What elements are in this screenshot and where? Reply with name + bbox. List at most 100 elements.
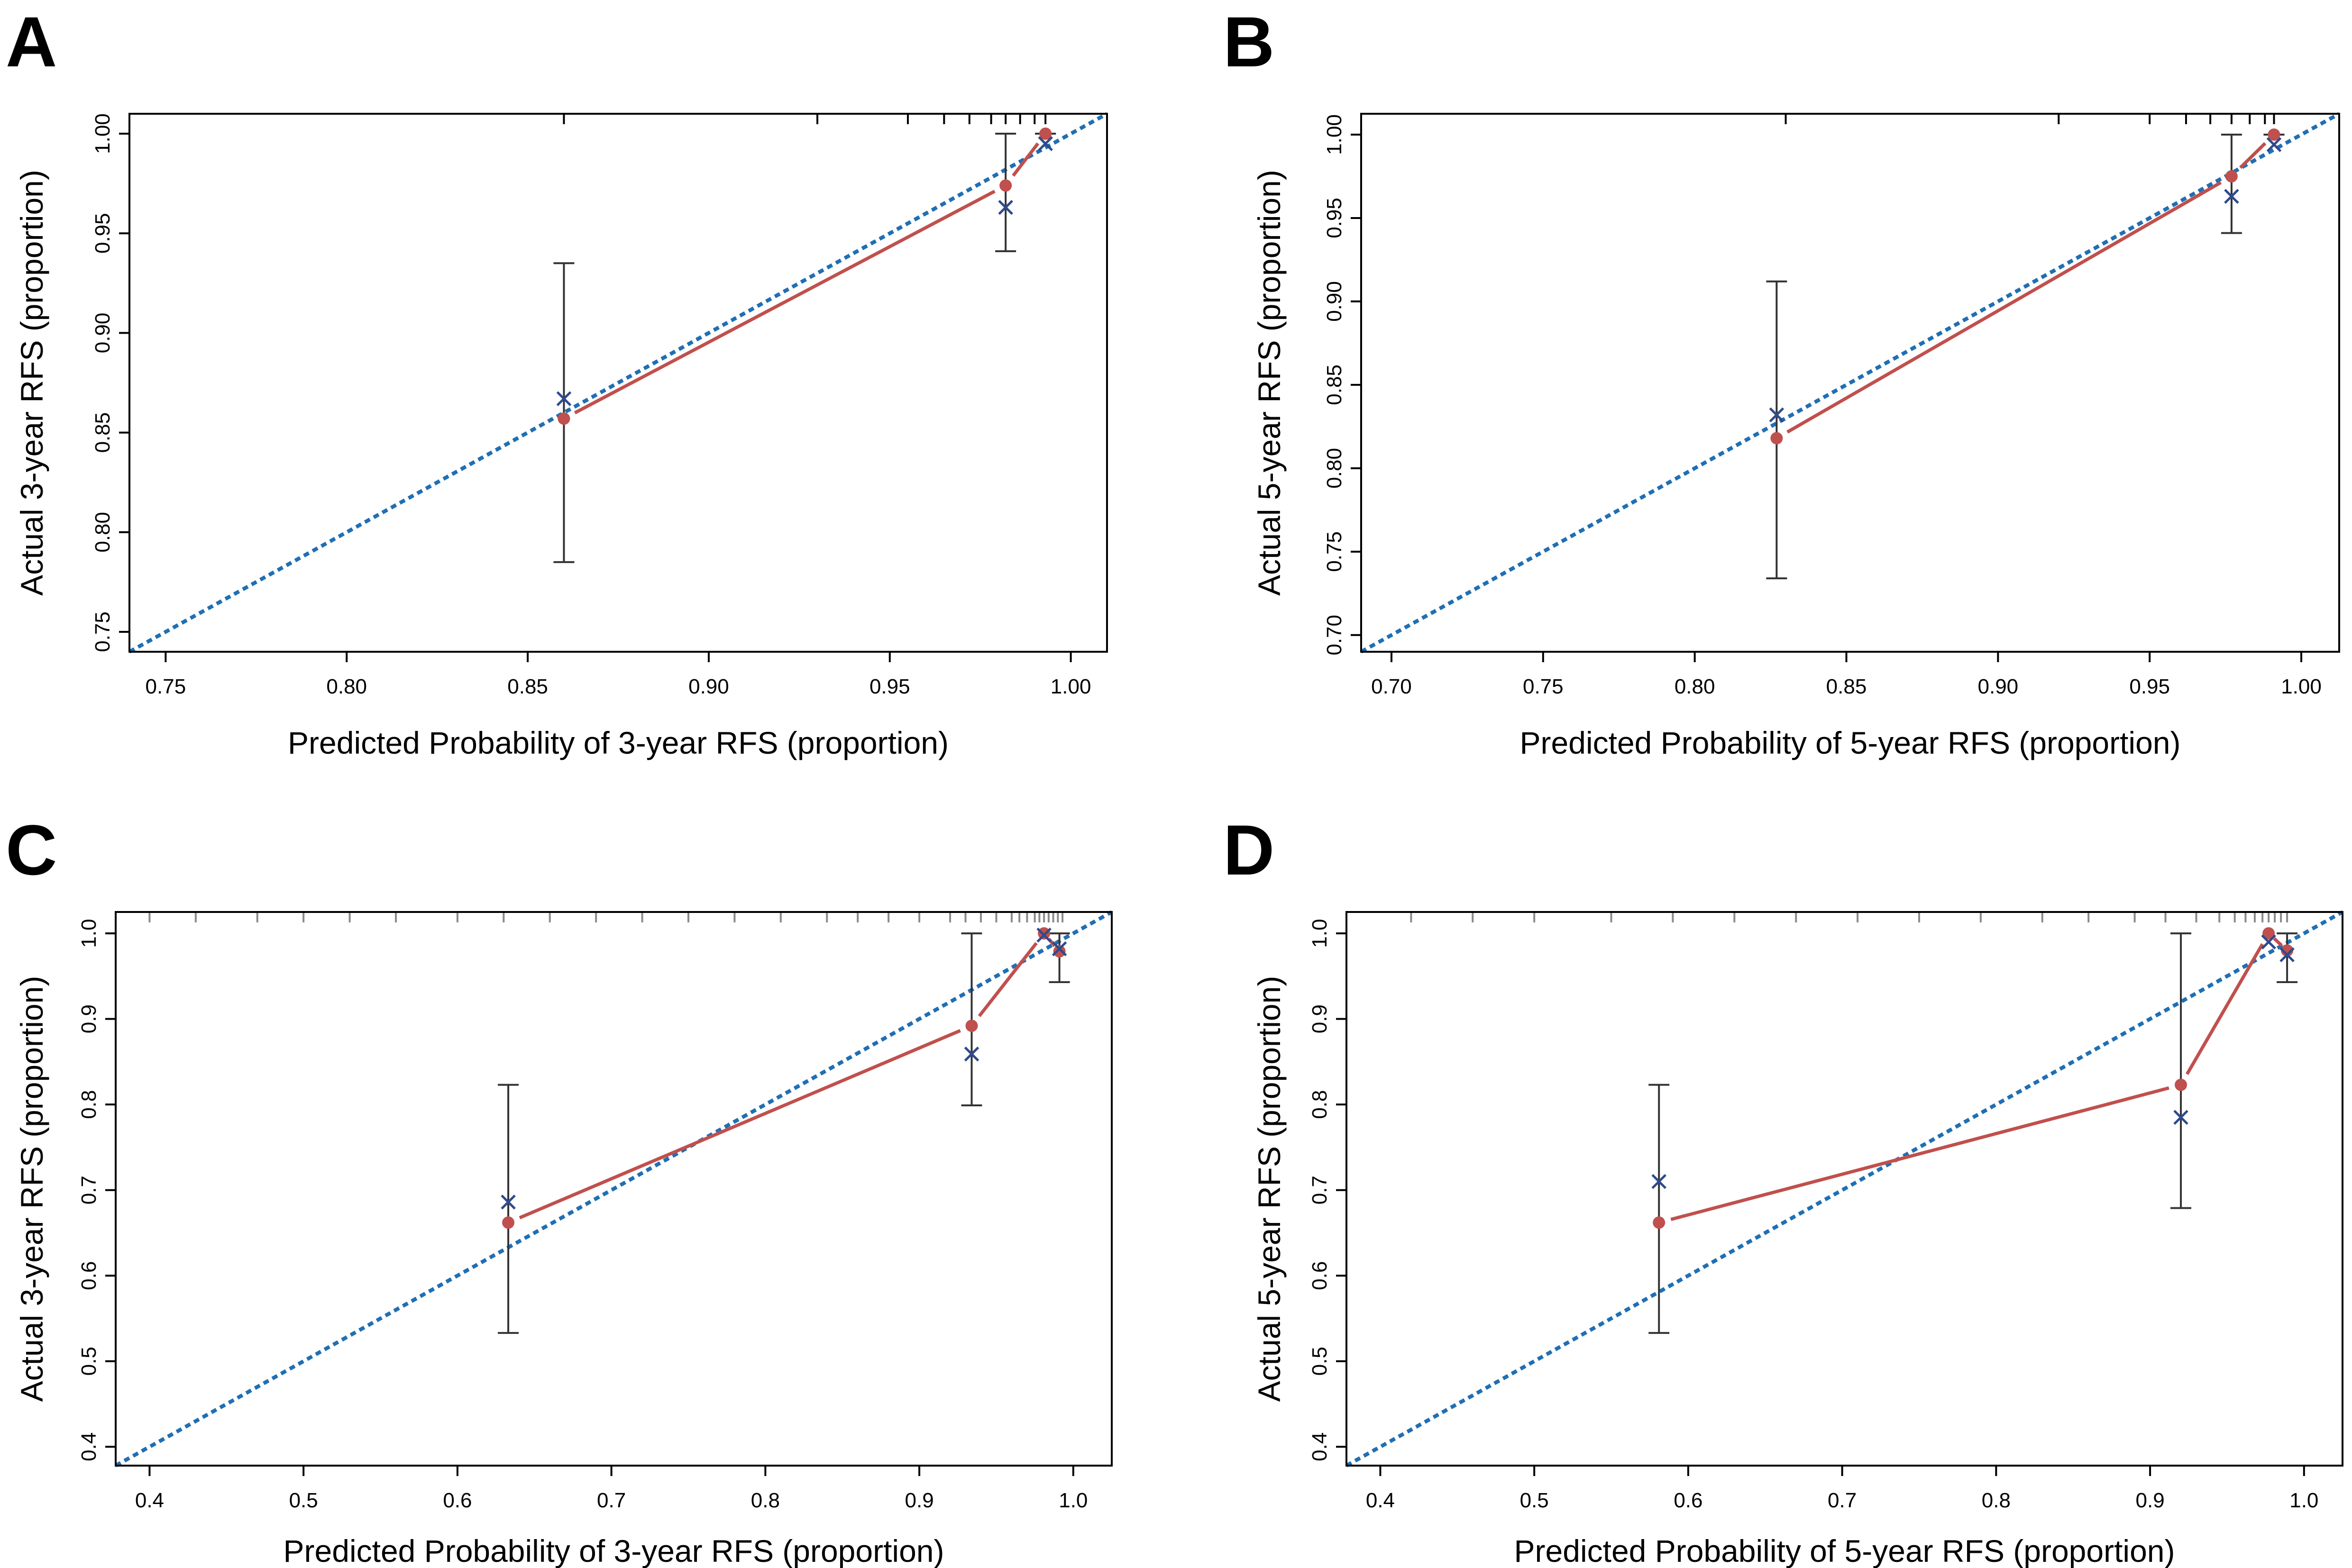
- error-bar: [2277, 932, 2298, 984]
- observed-point: [2281, 944, 2294, 957]
- ideal-diagonal-line: [128, 112, 1108, 654]
- x-tick-label: 0.95: [2129, 675, 2170, 698]
- error-bar: [2221, 133, 2242, 234]
- observed-point: [2175, 1078, 2187, 1091]
- x-axis-title: Predicted Probability of 5-year RFS (pro…: [1520, 725, 2181, 760]
- x-tick-label: 0.7: [597, 1489, 626, 1512]
- x-tick-label: 0.75: [1523, 675, 1564, 698]
- y-tick-label: 0.95: [91, 213, 114, 254]
- observed-line-segment: [2239, 142, 2267, 169]
- observed-point: [965, 1020, 978, 1032]
- rug-marks: [1410, 912, 2288, 922]
- x-tick-label: 0.85: [1826, 675, 1867, 698]
- observed-point: [1039, 128, 1052, 140]
- y-tick-label: 0.80: [1323, 448, 1346, 489]
- bias-corrected-marker: [556, 391, 572, 406]
- plot-frame: [1360, 113, 2340, 653]
- x-axis: 0.4 0.5 0.6 0.7 0.8 0.9 1.0: [1366, 1466, 2318, 1512]
- y-tick-label: 0.80: [91, 512, 114, 553]
- plot-frame: [1345, 911, 2343, 1467]
- bias-corrected-marker: [2279, 947, 2295, 963]
- observed-line-segment: [2186, 943, 2264, 1075]
- panel-letter: C: [6, 810, 57, 890]
- panel-letter: B: [1223, 2, 1274, 82]
- y-axis: 0.4 0.5 0.6 0.7 0.8 0.9 1.0: [1308, 919, 1346, 1461]
- y-tick-label: 0.75: [91, 611, 114, 652]
- x-tick-label: 0.4: [135, 1489, 164, 1512]
- bias-corrected-series: [501, 927, 1067, 1210]
- x-tick-label: 0.5: [289, 1489, 318, 1512]
- panel-b: B 0.70 0.75 0.80 0.85 0.90 0.95 1.00 0.70 0.75 0.8…: [1223, 2, 2340, 760]
- observed-point: [2225, 170, 2238, 182]
- x-axis: 0.75 0.80 0.85 0.90 0.95 1.00: [146, 652, 1091, 698]
- plot-frame: [128, 113, 1108, 653]
- x-tick-label: 0.4: [1366, 1489, 1395, 1512]
- bias-corrected-series: [1651, 934, 2295, 1189]
- rug-marks: [148, 912, 1064, 922]
- observed-series: [1770, 128, 2280, 445]
- x-tick-label: 0.80: [326, 675, 367, 698]
- x-tick-label: 0.8: [751, 1489, 780, 1512]
- y-tick-label: 0.8: [77, 1090, 101, 1119]
- y-axis-title: Actual 5-year RFS (proportion): [1252, 170, 1287, 596]
- x-tick-label: 0.70: [1371, 675, 1412, 698]
- error-bar: [961, 932, 982, 1106]
- x-tick-label: 0.9: [905, 1489, 934, 1512]
- error-bars: [1648, 932, 2298, 1334]
- y-tick-label: 0.6: [77, 1261, 101, 1290]
- y-tick-label: 0.9: [1308, 1004, 1331, 1033]
- x-tick-label: 0.85: [507, 675, 548, 698]
- y-axis-title: Actual 3-year RFS (proportion): [14, 976, 49, 1402]
- x-axis-title: Predicted Probability of 5-year RFS (pro…: [1514, 1533, 2175, 1568]
- rug-marks: [1785, 114, 2275, 124]
- observed-point: [1038, 927, 1051, 940]
- y-tick-label: 1.0: [1308, 919, 1331, 948]
- y-tick-label: 0.7: [77, 1176, 101, 1204]
- x-tick-label: 0.9: [2136, 1489, 2165, 1512]
- x-tick-label: 0.80: [1675, 675, 1715, 698]
- error-bars: [1766, 133, 2285, 580]
- y-tick-label: 0.95: [1323, 198, 1346, 238]
- observed-point: [558, 412, 570, 425]
- y-tick-label: 0.90: [91, 313, 114, 354]
- y-tick-label: 0.5: [1308, 1347, 1331, 1376]
- observed-line-segment: [1670, 1086, 2169, 1222]
- x-tick-label: 1.00: [1051, 675, 1091, 698]
- y-tick-label: 0.90: [1323, 281, 1346, 322]
- x-tick-label: 0.90: [1978, 675, 2019, 698]
- observed-line-segment: [1786, 181, 2222, 434]
- x-tick-label: 0.8: [1982, 1489, 2011, 1512]
- rug-marks: [563, 114, 1047, 124]
- y-tick-label: 0.6: [1308, 1261, 1331, 1290]
- observed-point: [502, 1216, 515, 1229]
- x-tick-label: 0.5: [1520, 1489, 1549, 1512]
- observed-line-segment: [2273, 937, 2283, 947]
- x-tick-label: 0.90: [688, 675, 729, 698]
- bias-corrected-marker: [2173, 1110, 2188, 1125]
- error-bar: [1648, 1084, 1670, 1334]
- bias-corrected-marker: [998, 200, 1013, 215]
- x-axis: 0.70 0.75 0.80 0.85 0.90 0.95 1.00: [1371, 652, 2322, 698]
- error-bars: [498, 932, 1070, 1334]
- x-tick-label: 1.0: [1059, 1489, 1088, 1512]
- y-tick-label: 0.4: [1308, 1432, 1331, 1461]
- x-tick-label: 0.75: [146, 675, 186, 698]
- y-axis-title: Actual 5-year RFS (proportion): [1252, 976, 1287, 1402]
- y-axis: 0.75 0.80 0.85 0.90 0.95 1.00: [91, 113, 129, 652]
- panel-a: A 0.75 0.80 0.85 0.90 0.95 1.00 0.75 0.80 0.85 0.9…: [6, 2, 1108, 760]
- ideal-diagonal-line: [1360, 112, 2340, 654]
- x-axis-title: Predicted Probability of 3-year RFS (pro…: [288, 725, 949, 760]
- y-axis-title: Actual 3-year RFS (proportion): [14, 170, 49, 596]
- y-tick-label: 0.85: [1323, 365, 1346, 405]
- y-tick-label: 0.70: [1323, 615, 1346, 656]
- panel-letter: D: [1223, 810, 1274, 890]
- observed-point: [1653, 1216, 1666, 1229]
- bias-corrected-marker: [2266, 137, 2282, 152]
- x-tick-label: 0.6: [1674, 1489, 1702, 1512]
- panel-c: C 0.4 0.5 0.6 0.7 0.8 0.9 1.0 0.4 0.5 0.6 0.7 0.8 0.9…: [6, 810, 1113, 1568]
- y-tick-label: 1.00: [91, 113, 114, 154]
- ideal-diagonal-line: [115, 910, 1113, 1468]
- panel-d: D 0.4 0.5 0.6 0.7 0.8 0.9 1.0 0.4 0.5 0.6 0.7 0.8 0.9…: [1223, 810, 2343, 1568]
- bias-corrected-marker: [1052, 941, 1067, 957]
